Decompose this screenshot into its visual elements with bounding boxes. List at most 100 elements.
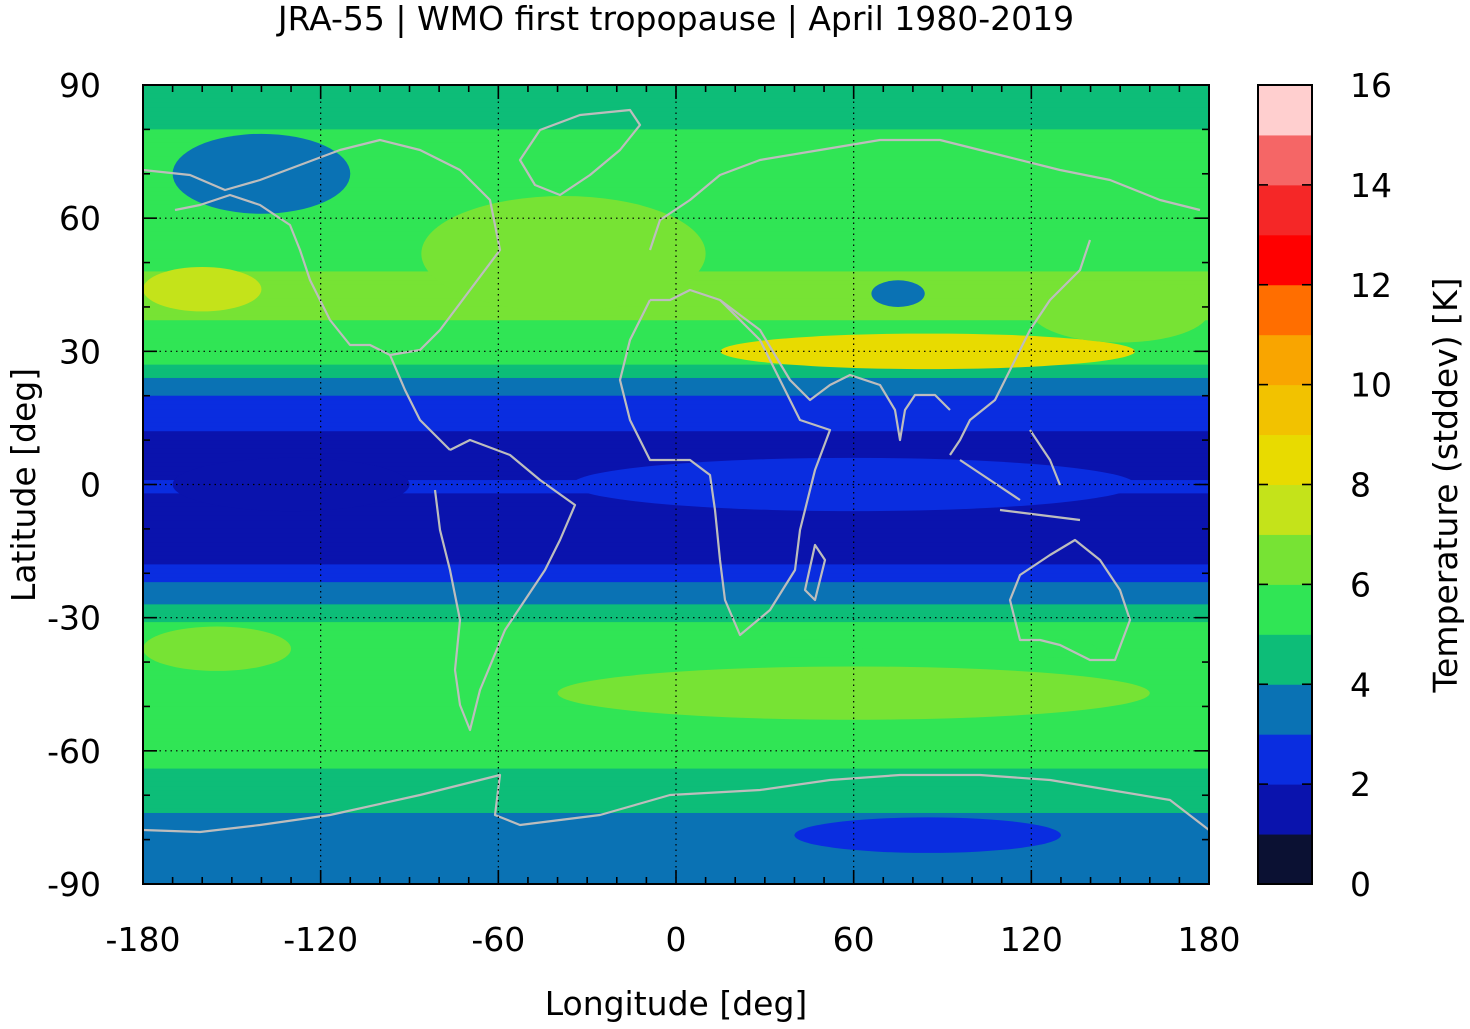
x-tick-label: 120 (1000, 920, 1063, 959)
band-cell (143, 662, 1209, 668)
band-cell (143, 559, 1209, 565)
band-cell (143, 417, 1209, 423)
colorbar-swatch (1258, 384, 1312, 436)
band-cell (143, 719, 1209, 725)
band-cell (143, 195, 1209, 202)
band-cell (143, 311, 1209, 317)
band-cell (143, 582, 1209, 588)
band-cell (143, 448, 1209, 455)
band-cell (143, 608, 1209, 614)
band-cell (143, 533, 1209, 539)
band-cell (143, 511, 1209, 517)
colorbar-tick-label: 0 (1350, 865, 1371, 904)
colorbar-tick-label: 6 (1350, 565, 1371, 604)
band-cell (143, 98, 1209, 104)
band-cell (143, 537, 1209, 543)
band-cell (143, 151, 1209, 157)
band-cell (143, 329, 1209, 335)
coastline-madagascar (803, 543, 827, 602)
band-cell (143, 604, 1209, 610)
contour-feature (1031, 280, 1209, 343)
band-cell (143, 164, 1209, 170)
band-cell (143, 746, 1209, 752)
band-cell (143, 568, 1209, 574)
y-tick-label: 0 (80, 466, 101, 505)
colorbar-label: Temperature (stddev) [K] (1426, 277, 1465, 693)
band-cell (143, 657, 1209, 663)
colorbar-swatch (1258, 334, 1312, 386)
coastline-central-america (388, 354, 451, 451)
colorbar-swatch (1258, 134, 1312, 186)
y-tick-label: 90 (59, 66, 101, 105)
band-cell (143, 124, 1209, 130)
band-cell (143, 333, 1209, 339)
band-cell (143, 617, 1209, 623)
band-cell (143, 373, 1209, 379)
coastline-antarctica (143, 773, 1209, 834)
band-cell (143, 861, 1209, 867)
x-tick-label: -60 (471, 920, 525, 959)
axis-ticks (142, 84, 1210, 885)
coastline-europe-asia (648, 138, 1201, 456)
band-cell (143, 426, 1209, 432)
band-cell (143, 338, 1209, 344)
colorbar-swatch (1258, 434, 1312, 485)
y-tick-labels: 90 60 30 0 -30 -60 -90 (47, 66, 101, 904)
band-cell (143, 768, 1209, 774)
colorbar-swatch (1258, 684, 1312, 735)
colorbar-swatch (1258, 634, 1312, 685)
contour-feature (755, 639, 863, 658)
grid-lines (143, 85, 1209, 884)
band-cell (143, 795, 1209, 801)
band-cell (143, 639, 1209, 645)
colorbar-swatch (1258, 534, 1312, 585)
colorbar-swatch (1258, 85, 1312, 136)
band-cell (143, 377, 1209, 384)
band-cell (143, 355, 1209, 361)
band-cell (143, 848, 1209, 854)
band-cell (143, 750, 1209, 756)
band-cell (143, 515, 1209, 521)
colorbar-swatch (1258, 584, 1312, 635)
colorbar-tick-label: 8 (1350, 466, 1371, 505)
band-cell (143, 741, 1209, 747)
colorbar-tick-label: 14 (1350, 166, 1392, 205)
band-cell (143, 409, 1209, 415)
contour-feature (557, 666, 1150, 720)
band-cell (143, 129, 1209, 135)
y-tick-label: -60 (47, 732, 101, 771)
band-cell (143, 764, 1209, 770)
band-cell (143, 817, 1209, 823)
band-cell (143, 835, 1209, 841)
band-cell (143, 213, 1209, 219)
colorbar-tick-label: 12 (1350, 266, 1392, 305)
x-tick-label: 180 (1178, 920, 1241, 959)
colorbar (1258, 85, 1312, 885)
band-cell (143, 444, 1209, 450)
band-cell (143, 724, 1209, 730)
band-cell (143, 351, 1209, 357)
band-cell (143, 315, 1209, 321)
contour-feature (172, 457, 410, 512)
band-cell (143, 400, 1209, 406)
band-cell (143, 591, 1209, 597)
colorbar-tick-label: 16 (1350, 66, 1392, 105)
contour-feature (421, 195, 706, 312)
band-cell (143, 790, 1209, 796)
band-cell (143, 306, 1209, 312)
band-cell (143, 133, 1209, 139)
band-cell (143, 857, 1209, 863)
band-cell (143, 107, 1209, 113)
y-tick-label: -30 (47, 599, 101, 638)
band-cell (143, 120, 1209, 126)
band-cell (143, 431, 1209, 437)
band-cell (143, 142, 1209, 148)
coastline-greenland (518, 108, 642, 197)
colorbar-swatch (1258, 234, 1312, 286)
colorbar-swatch (1258, 734, 1312, 785)
chart-title: JRA-55 | WMO first tropopause | April 19… (276, 0, 1074, 38)
band-cell (143, 395, 1209, 401)
band-cell (143, 178, 1209, 184)
band-cell (143, 586, 1209, 592)
